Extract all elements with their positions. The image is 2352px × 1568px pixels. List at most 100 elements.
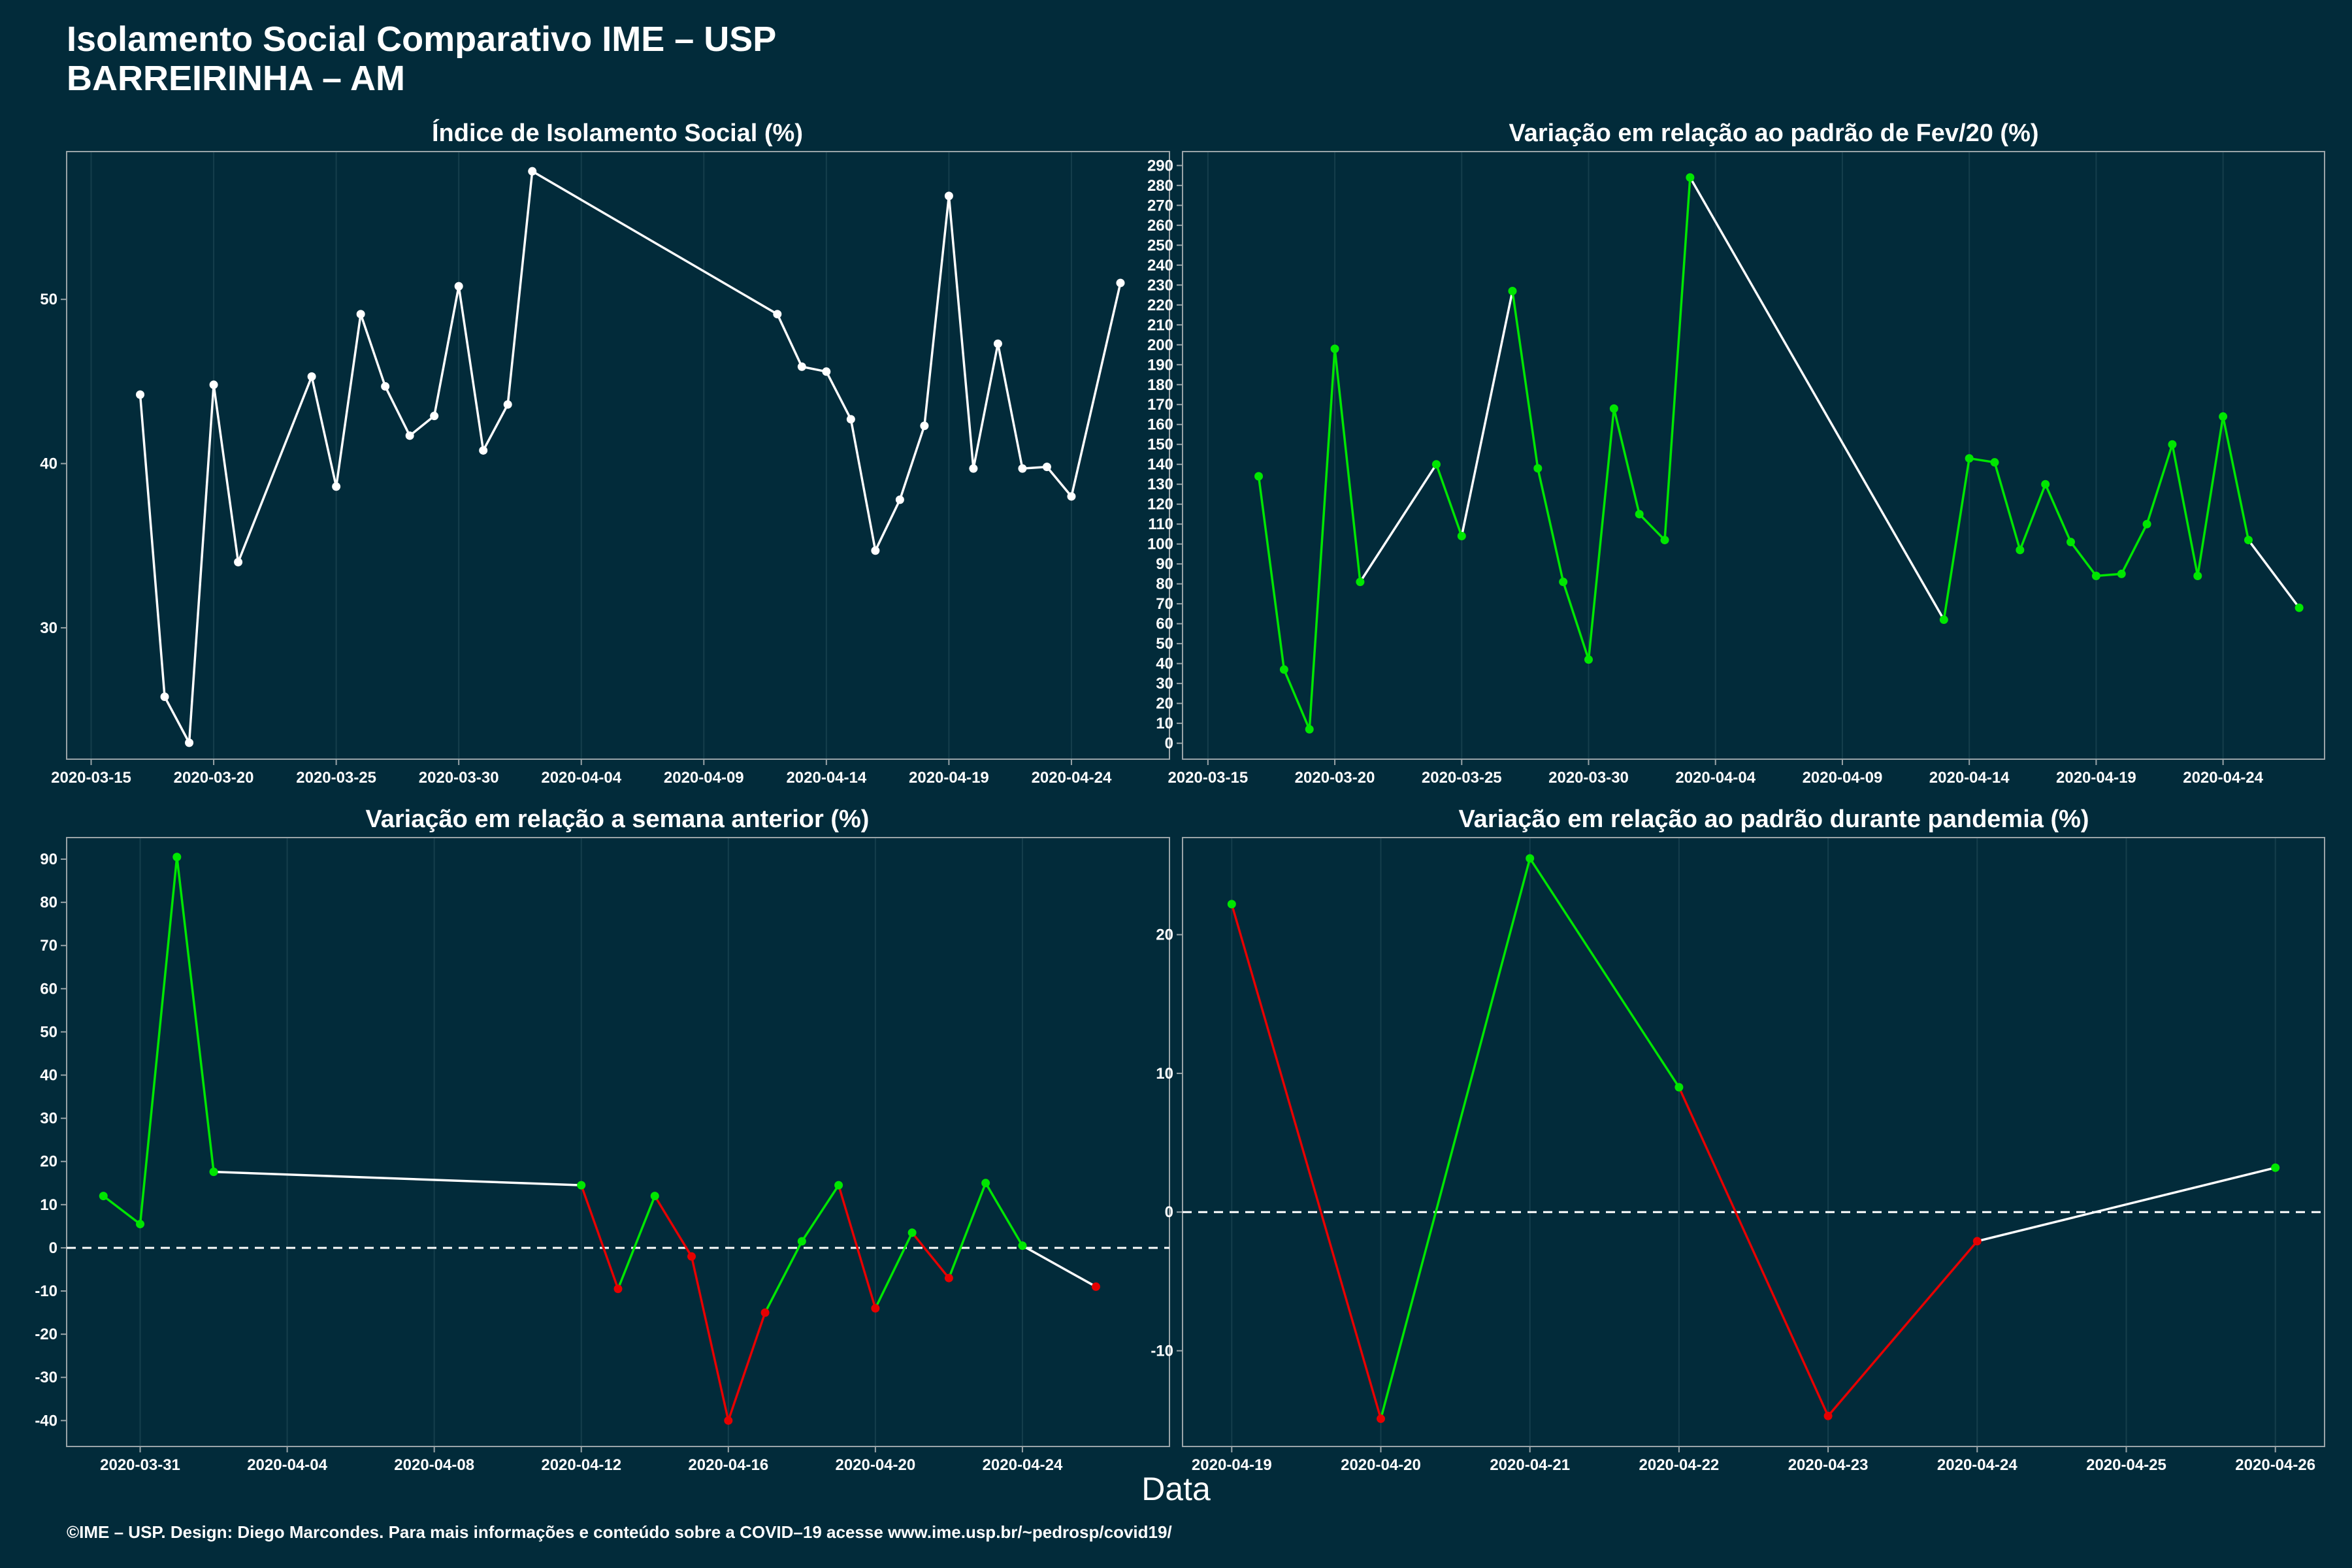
data-point [1227,900,1236,909]
series-segment [103,1195,141,1225]
y-tick-label: 90 [40,851,57,868]
y-tick-label: 70 [40,937,57,955]
data-point [454,282,463,291]
x-axis-label: Data [1141,1471,1211,1507]
data-point [1526,854,1535,863]
series-segment [188,384,215,743]
x-tick-label: 2020-04-20 [835,1456,915,1474]
data-point [834,1181,843,1190]
data-point [1686,173,1695,182]
data-point [920,421,929,431]
series-segment [849,419,877,551]
data-point [944,191,953,201]
y-tick-label: 10 [1156,1065,1173,1083]
data-point [1965,454,1974,463]
x-tick-label: 2020-04-24 [983,1456,1063,1474]
data-point [2244,536,2253,545]
y-tick-label: 40 [40,1067,57,1085]
y-tick-label: 110 [1148,515,1173,533]
series-segment [1435,464,1463,537]
panel-title-semana: Variação em relação a semana anterior (%… [366,806,870,833]
series-segment [653,1195,693,1258]
data-point [1431,460,1441,469]
data-point [895,495,904,504]
y-tick-label: 90 [1156,555,1173,573]
series-segment [996,343,1024,469]
x-tick-label: 2020-03-15 [51,769,131,787]
series-segment [1612,408,1641,515]
footer-credit: ©IME – USP. Design: Diego Marcondes. Par… [67,1522,1172,1542]
x-tick-label: 2020-04-21 [1490,1456,1570,1474]
y-tick-label: 290 [1147,157,1173,174]
series-segment [2171,444,2199,576]
panel-border [1182,837,2325,1447]
series-segment [764,1241,803,1313]
series-segment [1993,462,2021,551]
y-tick-label: -20 [35,1326,57,1343]
data-point [2168,440,2177,449]
panel-border [66,837,1170,1447]
x-tick-label: 2020-04-26 [2235,1456,2315,1474]
series-segment [335,314,362,487]
data-point [760,1308,770,1317]
data-point [209,1168,218,1177]
x-tick-label: 2020-04-19 [1192,1456,1272,1474]
data-point [503,400,512,409]
x-tick-label: 2020-04-16 [688,1456,768,1474]
y-tick-label: 140 [1147,456,1173,474]
series-segment [482,404,509,451]
y-tick-label: 220 [1147,297,1173,314]
series-segment [1678,1086,1829,1417]
data-point [1990,458,1999,467]
data-point [1674,1083,1684,1092]
y-tick-label: 80 [40,894,57,911]
data-point [871,546,880,555]
data-point [1377,1414,1386,1424]
data-point [2271,1163,2280,1172]
data-point [136,390,145,399]
x-tick-label: 2020-04-12 [541,1456,621,1474]
data-point [2041,480,2050,489]
data-point [613,1284,623,1294]
series-segment [1282,669,1311,730]
series-segment [457,286,485,451]
series-segment [506,171,534,405]
x-tick-label: 2020-04-09 [664,769,744,787]
series-segment [2247,539,2300,609]
data-point [1042,463,1051,472]
series-segment [2221,416,2250,540]
series-segment [409,415,435,437]
data-point [1279,665,1288,674]
series-segment [617,1195,656,1290]
data-point [99,1192,108,1201]
y-tick-label: 200 [1147,336,1173,354]
data-point [846,415,855,424]
series-segment [1968,457,1995,464]
series-segment [176,857,215,1172]
series-segment [531,170,778,316]
panel-border [66,151,1170,760]
data-point [687,1252,696,1261]
data-point [724,1416,733,1425]
y-tick-label: 150 [1147,436,1173,453]
series-segment [1022,1245,1097,1288]
series-segment [1379,858,1531,1419]
data-point [209,380,218,389]
series-segment [1638,513,1666,541]
series-segment [433,286,460,417]
data-point [577,1181,586,1190]
series-segment [1359,463,1437,583]
main-title: Isolamento Social Comparativo IME – USP … [67,20,776,98]
x-tick-label: 2020-03-30 [419,769,499,787]
y-tick-label: 20 [1156,695,1173,713]
series-segment [1976,1166,2276,1243]
y-tick-label: 70 [1156,595,1173,613]
y-tick-label: -10 [1151,1343,1173,1360]
data-point [332,482,341,491]
y-tick-label: 30 [40,1110,57,1128]
data-point [1972,1237,1982,1246]
x-tick-label: 2020-03-25 [1422,769,1502,787]
data-point [1939,615,1948,625]
y-tick-label: 40 [1156,655,1173,673]
